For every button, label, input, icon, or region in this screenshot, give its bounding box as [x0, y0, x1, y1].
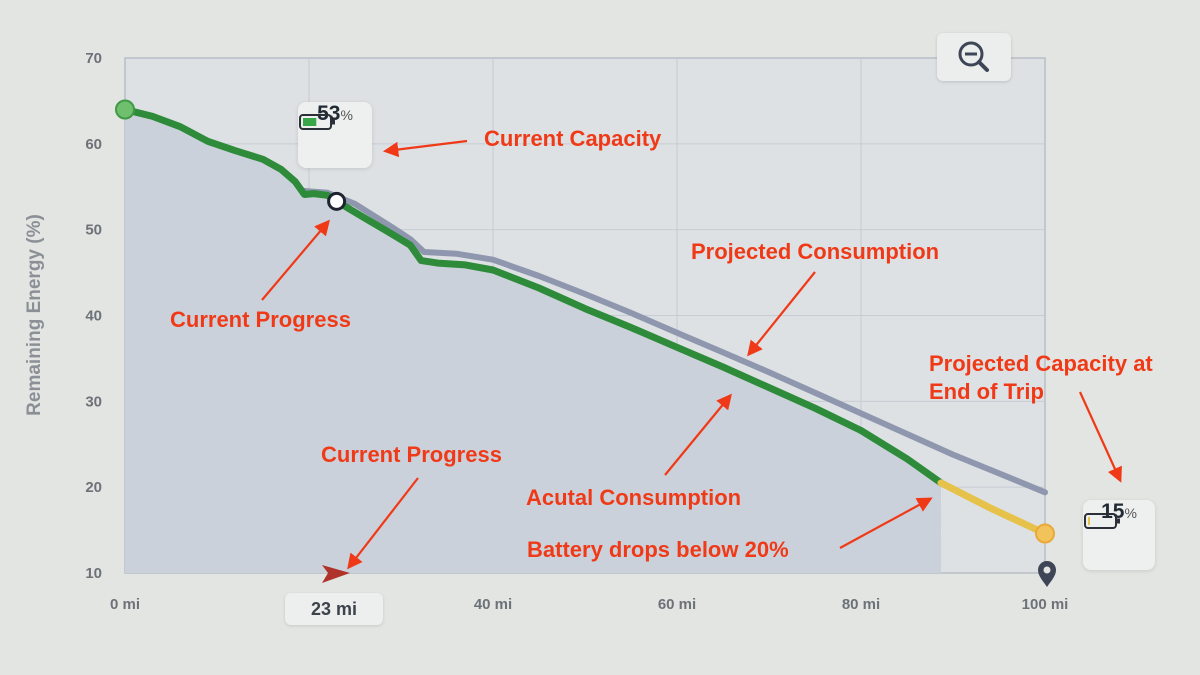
y-tick-label: 30 [85, 393, 102, 410]
zoom-out-icon [958, 41, 989, 72]
arrow-projected-consumption [747, 271, 816, 357]
arrow-actual-consumption [664, 393, 732, 476]
y-tick-label: 70 [85, 50, 102, 67]
current-progress-label: 23 mi [285, 593, 383, 625]
zoom-out-button[interactable] [937, 33, 1011, 81]
arrow-current-progress-1 [261, 219, 330, 301]
annotation-current-progress-1: Current Progress [170, 307, 351, 332]
arrow-projected-end [1078, 391, 1122, 483]
end-capacity-value: 15 [1101, 500, 1125, 523]
battery-low-icon [1084, 513, 1120, 529]
annotation-current-progress-2: Current Progress [321, 442, 502, 467]
current-capacity-tooltip: 53% [298, 102, 372, 168]
annotation-projected-end-line2: End of Trip [929, 379, 1044, 404]
y-tick-label: 20 [85, 479, 102, 496]
battery-icon [299, 114, 335, 130]
annotation-projected-end-line1: Projected Capacity at [929, 351, 1153, 376]
x-tick-label: 0 mi [110, 596, 140, 613]
x-tick-label: 60 mi [658, 596, 696, 613]
annotation-battery-drops: Battery drops below 20% [527, 537, 789, 562]
arrow-battery-drops [839, 497, 933, 549]
end-capacity-tooltip: 15% [1083, 500, 1155, 570]
annotation-projected-consumption: Projected Consumption [691, 239, 940, 264]
series-line-actual-consumption [121, 106, 945, 487]
current-capacity-value: 53 [317, 102, 341, 125]
end-point [1035, 523, 1055, 544]
arrow-current-progress-2 [347, 477, 419, 570]
annotation-projected-end: Projected Capacity at End of Trip [929, 350, 1153, 406]
percent-unit: % [1124, 505, 1137, 521]
series-line-projected-consumption [301, 188, 1048, 496]
y-tick-label: 60 [85, 136, 102, 153]
y-tick-label: 10 [85, 565, 102, 582]
percent-unit: % [340, 107, 353, 123]
series-line-projected-below-20- [937, 479, 1049, 537]
annotation-current-capacity: Current Capacity [484, 126, 662, 151]
destination-pin-icon [1038, 561, 1056, 587]
current-point [327, 191, 347, 211]
x-tick-label: 80 mi [842, 596, 880, 613]
x-tick-label: 40 mi [474, 596, 512, 613]
y-axis-label: Remaining Energy (%) [24, 214, 45, 416]
start-point [115, 99, 135, 120]
y-tick-label: 50 [85, 222, 102, 239]
x-tick-label: 100 mi [1022, 596, 1069, 613]
y-tick-label: 40 [85, 308, 102, 325]
annotation-actual-consumption: Acutal Consumption [526, 485, 742, 510]
arrow-current-capacity [382, 139, 468, 158]
progress-marker-icon [322, 565, 350, 583]
